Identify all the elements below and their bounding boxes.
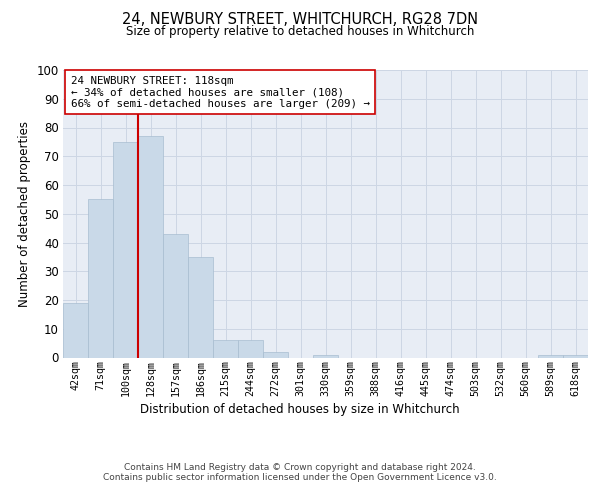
Bar: [188, 257, 213, 358]
Bar: [238, 340, 263, 357]
Bar: [263, 352, 288, 358]
Bar: [563, 354, 588, 358]
Bar: [213, 340, 238, 357]
Y-axis label: Number of detached properties: Number of detached properties: [18, 120, 31, 306]
Text: Size of property relative to detached houses in Whitchurch: Size of property relative to detached ho…: [126, 25, 474, 38]
Bar: [88, 200, 113, 358]
Text: Distribution of detached houses by size in Whitchurch: Distribution of detached houses by size …: [140, 402, 460, 415]
Bar: [113, 142, 138, 358]
Bar: [313, 354, 338, 358]
Text: 24 NEWBURY STREET: 118sqm
← 34% of detached houses are smaller (108)
66% of semi: 24 NEWBURY STREET: 118sqm ← 34% of detac…: [71, 76, 370, 109]
Bar: [138, 136, 163, 358]
Bar: [163, 234, 188, 358]
Bar: [538, 354, 563, 358]
Text: Contains HM Land Registry data © Crown copyright and database right 2024.
Contai: Contains HM Land Registry data © Crown c…: [103, 462, 497, 482]
Text: 24, NEWBURY STREET, WHITCHURCH, RG28 7DN: 24, NEWBURY STREET, WHITCHURCH, RG28 7DN: [122, 12, 478, 28]
Bar: [63, 303, 88, 358]
